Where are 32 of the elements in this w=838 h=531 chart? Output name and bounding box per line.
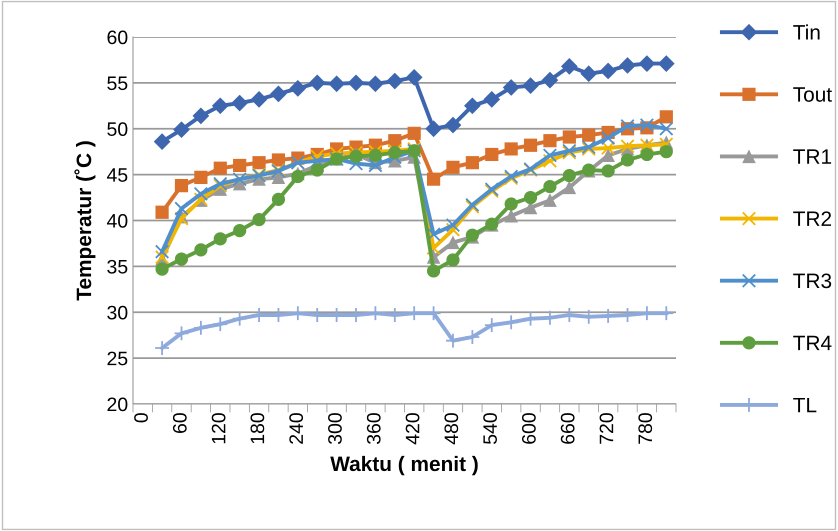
x-tick-label: 540 — [483, 413, 497, 444]
x-tick-label: 420 — [406, 413, 420, 444]
x-axis-title: Waktu ( menit ) — [330, 456, 478, 476]
x-tick-label: 300 — [328, 413, 342, 444]
x-tick-label: 240 — [289, 413, 304, 444]
x-tick-label: 360 — [366, 413, 381, 444]
legend-label: TR2 — [793, 211, 832, 226]
legend-label: TR1 — [793, 149, 832, 164]
legend-label: TR4 — [793, 336, 832, 350]
y-tick-label: 45 — [106, 168, 128, 182]
y-axis-title: Temperatur (˚C ) — [74, 141, 96, 301]
x-tick-label: 720 — [600, 413, 614, 444]
x-tick-label: 0 — [134, 413, 148, 422]
y-tick-label: 30 — [107, 306, 128, 320]
x-tick-label: 480 — [444, 413, 458, 444]
x-tick-label: 780 — [638, 413, 652, 444]
legend-label: Tout — [793, 87, 832, 102]
y-tick-label: 20 — [107, 397, 128, 412]
x-tick-label: 600 — [522, 413, 536, 444]
y-tick-label: 40 — [106, 214, 128, 228]
legend-label: TL — [793, 398, 816, 412]
x-tick-label: 180 — [250, 413, 264, 444]
y-tick-label: 50 — [107, 122, 128, 136]
y-tick-label: 60 — [108, 30, 128, 44]
y-tick-label: 25 — [107, 352, 128, 366]
x-tick-label: 60 — [172, 413, 187, 433]
y-tick-label: 55 — [107, 76, 128, 90]
x-tick-label: 120 — [212, 413, 226, 444]
legend-label: TR3 — [793, 273, 832, 288]
y-tick-label: 35 — [107, 260, 128, 274]
x-tick-label: 660 — [560, 413, 575, 444]
legend-label: Tin — [793, 24, 820, 40]
